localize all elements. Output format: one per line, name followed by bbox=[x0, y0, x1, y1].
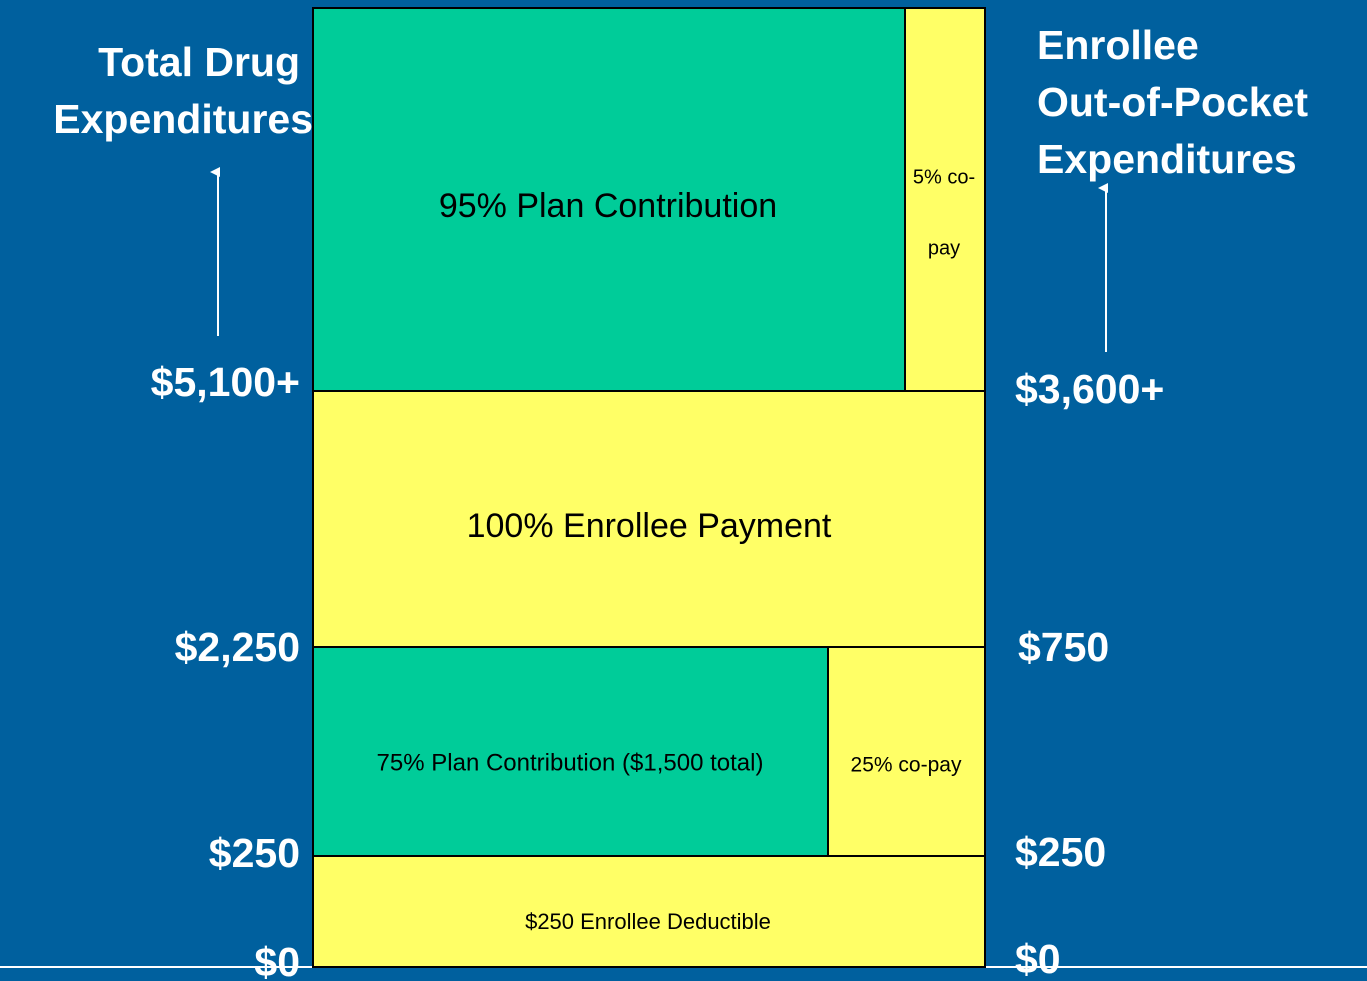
right-label: $0 bbox=[1015, 936, 1061, 981]
left-title: Total Drug bbox=[98, 39, 300, 85]
right-label: $750 bbox=[1018, 624, 1109, 670]
block-label: pay bbox=[928, 237, 960, 259]
right-title: Out-of-Pocket bbox=[1037, 79, 1308, 125]
block-label: 75% Plan Contribution ($1,500 total) bbox=[377, 749, 764, 776]
block-label: $250 Enrollee Deductible bbox=[525, 909, 771, 934]
left-label: $2,250 bbox=[175, 624, 300, 670]
block-label: 5% co- bbox=[913, 166, 975, 188]
block-label: 25% co-pay bbox=[851, 754, 962, 777]
left-title: Expenditures bbox=[53, 96, 313, 142]
deductible-block bbox=[312, 855, 986, 968]
catastrophic-copay-block bbox=[904, 7, 986, 392]
block-label: 100% Enrollee Payment bbox=[467, 507, 832, 545]
left-label: $5,100+ bbox=[151, 359, 300, 405]
right-title: Enrollee bbox=[1037, 22, 1199, 68]
right-label: $250 bbox=[1015, 829, 1106, 875]
right-label: $3,600+ bbox=[1015, 366, 1164, 412]
initial-copay-block bbox=[827, 646, 986, 857]
right-title: Expenditures bbox=[1037, 136, 1297, 182]
left-label: $250 bbox=[209, 830, 300, 876]
left-label: $0 bbox=[254, 939, 300, 981]
gap-block bbox=[312, 390, 986, 648]
block-label: 95% Plan Contribution bbox=[439, 187, 777, 225]
